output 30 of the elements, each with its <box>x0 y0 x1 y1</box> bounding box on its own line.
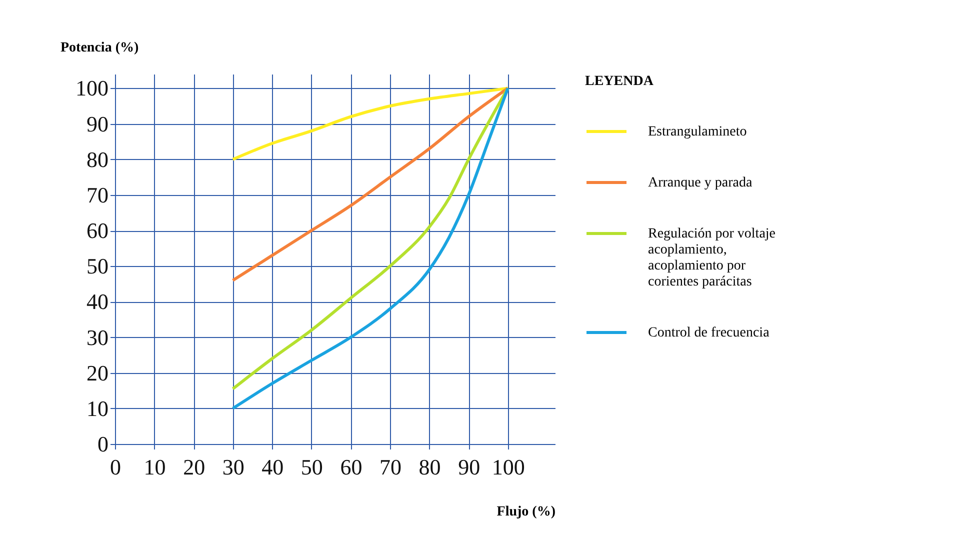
y-tick-label: 0 <box>98 432 108 456</box>
legend-title: LEYENDA <box>585 74 654 89</box>
x-tick-label: 80 <box>418 454 441 480</box>
x-tick-label: 40 <box>262 454 284 480</box>
y-tick-label: 10 <box>86 396 108 421</box>
y-tick-label: 40 <box>86 289 108 314</box>
y-tick-label: 20 <box>86 360 108 386</box>
x-tick-label: 70 <box>380 454 402 480</box>
y-tick-label: 70 <box>86 182 108 208</box>
x-tick-label: 30 <box>222 454 244 480</box>
legend-label: Estrangulamineto <box>648 124 747 140</box>
y-tick-label: 100 <box>76 76 108 101</box>
x-tick-label: 90 <box>458 454 480 480</box>
x-tick-label: 50 <box>300 454 323 480</box>
x-tick-label: 10 <box>144 454 166 480</box>
y-tick-label: 80 <box>86 146 108 172</box>
legend-label: Arranque y parada <box>648 176 753 190</box>
legend-label: Regulación por voltaje acoplamiento, acoplamiento por corientes parácitas <box>648 226 776 290</box>
y-tick-label: 90 <box>86 111 108 136</box>
x-tick-label: 100 <box>492 454 525 480</box>
y-tick-label: 50 <box>86 254 108 279</box>
legend-label: Control de frecuencia <box>648 326 770 340</box>
y-tick-label: 60 <box>86 218 108 244</box>
x-tick-label: 20 <box>183 454 206 480</box>
y-axis-title: Potencia (%) <box>60 40 139 56</box>
line-series <box>231 86 510 161</box>
line-series <box>231 86 510 282</box>
x-tick-label: 60 <box>340 454 362 480</box>
x-axis-title: Flujo (%) <box>496 504 556 520</box>
y-tick-label: 30 <box>86 324 108 350</box>
